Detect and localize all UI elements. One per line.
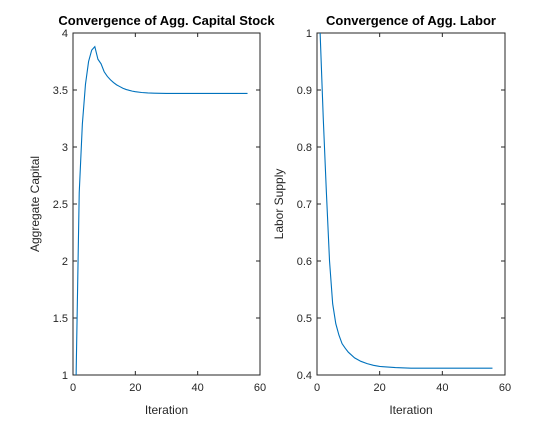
capital-x-axis-label: Iteration <box>145 403 188 417</box>
capital-x-tick-label: 0 <box>70 382 76 394</box>
labor-y-tick-label: 1 <box>306 28 312 40</box>
labor-x-tick-label: 0 <box>314 382 320 394</box>
labor-chart-title: Convergence of Agg. Labor <box>326 13 496 28</box>
labor-y-tick-label: 0.9 <box>297 85 312 97</box>
capital-chart-title: Convergence of Agg. Capital Stock <box>58 13 275 28</box>
labor-x-axis-label: Iteration <box>389 403 432 417</box>
capital-y-tick-label: 2.5 <box>53 199 68 211</box>
capital-x-tick-label: 20 <box>129 382 141 394</box>
labor-series-line <box>319 32 493 369</box>
capital-y-axis-label: Aggregate Capital <box>28 156 42 252</box>
labor-y-axis-label: Labor Supply <box>272 169 286 240</box>
capital-y-tick-label: 1 <box>62 370 68 382</box>
capital-axes-box <box>72 32 261 376</box>
labor-x-tick-label: 60 <box>499 382 511 394</box>
labor-y-tick-label: 0.6 <box>297 256 312 268</box>
capital-y-tick-label: 2 <box>62 256 68 268</box>
labor-axes-box <box>316 32 506 376</box>
labor-y-tick-label: 0.7 <box>297 199 312 211</box>
labor-x-tick-label: 20 <box>374 382 386 394</box>
labor-x-tick-label: 40 <box>436 382 448 394</box>
capital-series-line <box>75 45 248 376</box>
capital-y-tick-label: 4 <box>62 28 68 40</box>
labor-y-tick-label: 0.5 <box>297 313 312 325</box>
capital-y-tick-label: 3 <box>62 142 68 154</box>
labor-y-tick-label: 0.4 <box>297 370 312 382</box>
capital-y-tick-label: 1.5 <box>53 313 68 325</box>
capital-x-tick-label: 40 <box>192 382 204 394</box>
capital-x-tick-label: 60 <box>254 382 266 394</box>
labor-y-tick-label: 0.8 <box>297 142 312 154</box>
capital-y-tick-label: 3.5 <box>53 85 68 97</box>
